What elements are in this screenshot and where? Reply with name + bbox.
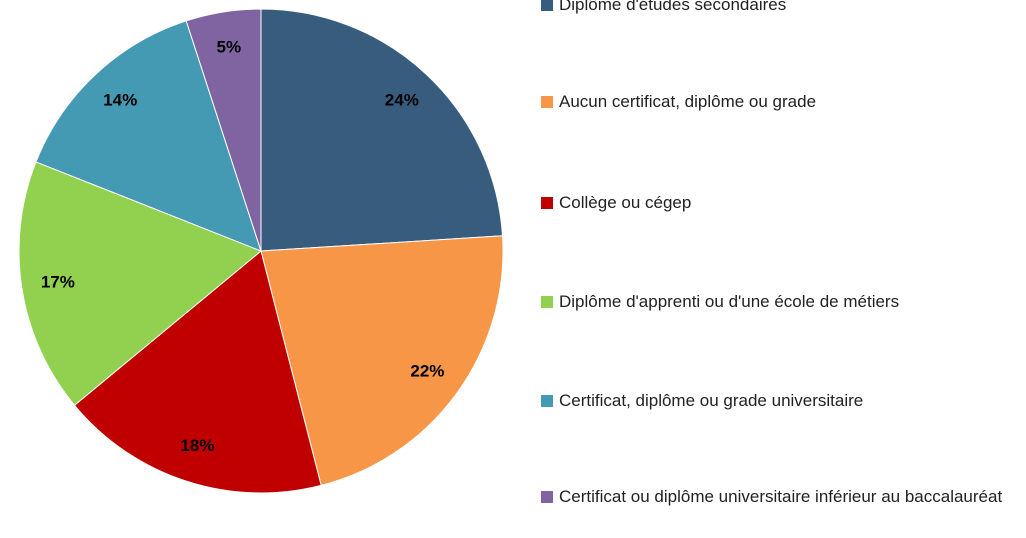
data-label: 18% (180, 436, 214, 455)
pie-slice (260, 235, 504, 487)
legend-label: Diplôme d'études secondaires (559, 0, 787, 14)
pie-slice (18, 161, 262, 406)
legend-item: Diplôme d'études secondaires (541, 0, 1011, 16)
data-label: 22% (410, 361, 444, 380)
legend-swatch (541, 491, 553, 503)
pie-slice (260, 8, 504, 252)
legend-swatch (541, 296, 553, 308)
legend-label: Collège ou cégep (559, 193, 692, 212)
data-label: 14% (103, 91, 137, 110)
pie-slice (73, 250, 322, 494)
legend-item: Collège ou cégep (541, 192, 1011, 214)
legend-swatch (541, 0, 553, 11)
data-label: 24% (385, 91, 419, 110)
legend-swatch (541, 96, 553, 108)
legend-label: Diplôme d'apprenti ou d'une école de mét… (559, 292, 900, 311)
legend-item: Aucun certificat, diplôme ou grade (541, 91, 1011, 113)
legend-item: Certificat ou diplôme universitaire infé… (541, 486, 1011, 508)
legend-swatch (541, 197, 553, 209)
legend-item: Certificat, diplôme ou grade universitai… (541, 390, 1011, 412)
legend-label: Aucun certificat, diplôme ou grade (559, 92, 817, 111)
data-label: 17% (41, 273, 75, 292)
pie-chart: 24% 22% 18% 17% 14% 5% (18, 8, 504, 494)
legend-label: Certificat ou diplôme universitaire infé… (559, 487, 1003, 506)
pie-slice (185, 8, 262, 252)
data-label: 5% (217, 37, 242, 56)
legend-item: Diplôme d'apprenti ou d'une école de mét… (541, 291, 1011, 313)
legend-swatch (541, 395, 553, 407)
legend-label: Certificat, diplôme ou grade universitai… (559, 391, 864, 410)
